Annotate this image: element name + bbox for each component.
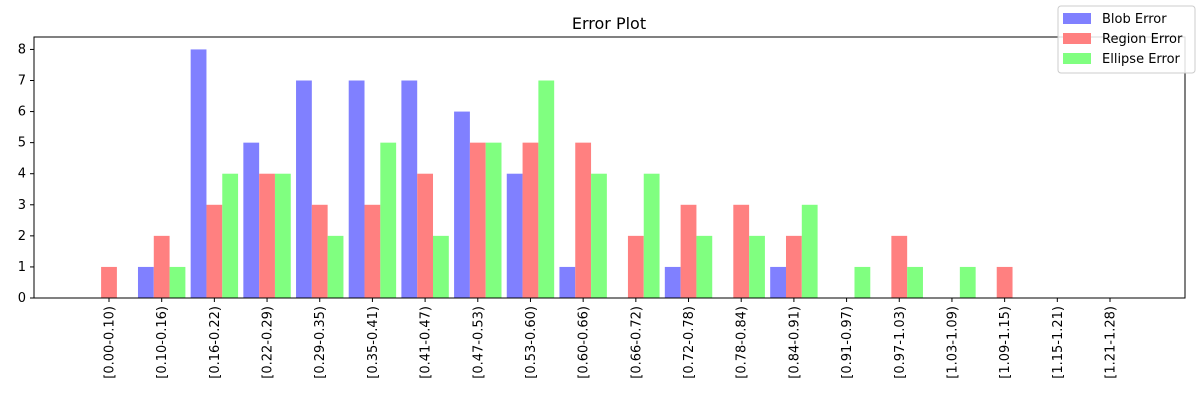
legend-swatch [1063,33,1091,44]
bar-blob-error-2 [190,49,207,298]
bar-region-error-13 [785,235,802,298]
x-tick-label: [0.97-1.03) [893,306,908,379]
x-tick-label: [0.60-0.66) [577,306,592,379]
plot-frame [33,36,1186,299]
y-tick-label: 7 [18,74,26,89]
bar-ellipse-error-8 [538,80,555,298]
bar-ellipse-error-14 [854,266,871,298]
legend-swatch [1063,13,1091,24]
x-tick-label: [0.10-0.16) [155,306,170,379]
bar-ellipse-error-5 [380,142,397,298]
bar-ellipse-error-6 [433,235,449,298]
x-tick-label: [1.15-1.21) [1051,306,1066,379]
bar-ellipse-error-16 [959,266,976,298]
y-tick-label: 8 [18,42,26,57]
bar-blob-error-13 [770,266,786,298]
bar-blob-error-4 [296,80,312,298]
y-tick-label: 1 [18,260,26,275]
x-tick-label: [1.21-1.28) [1104,306,1119,379]
legend-box [1057,5,1196,74]
x-tick-label: [0.72-0.78) [682,306,697,379]
bar-ellipse-error-10 [643,173,660,298]
bar-region-error-0 [101,266,117,298]
bar-region-error-5 [364,204,381,298]
y-axis: 0 1 2 3 4 5 6 7 8 [18,42,34,306]
bar-blob-error-5 [348,80,365,298]
legend-label: Region Error [1102,32,1183,47]
bar-ellipse-error-11 [696,235,713,298]
bar-ellipse-error-4 [327,235,344,298]
x-tick-label: [0.78-0.84) [735,306,750,379]
bar-blob-error-7 [454,111,470,298]
x-tick-label: [0.47-0.53) [471,306,486,379]
x-tick-label: [0.29-0.35) [313,306,328,379]
bar-ellipse-error-2 [222,173,239,298]
y-tick-label: 6 [18,105,26,120]
y-tick-label: 4 [18,167,26,182]
bar-region-error-11 [680,204,697,298]
bar-region-error-1 [153,235,170,298]
y-tick-label: 0 [18,291,26,306]
y-tick-label: 2 [18,229,26,244]
bar-blob-error-8 [506,173,523,298]
x-axis: [0.00-0.10) [0.10-0.16) [0.16-0.22) [0.22-0… [103,298,1119,379]
x-tick-label: [0.84-0.91) [787,306,802,379]
bar-ellipse-error-15 [907,266,923,298]
bar-blob-error-3 [243,142,260,298]
x-tick-label: [1.03-1.09) [945,306,960,379]
bar-ellipse-error-1 [169,266,186,298]
bar-region-error-8 [522,142,539,298]
x-tick-label: [0.16-0.22) [208,306,223,379]
bar-region-error-3 [259,173,275,298]
x-tick-label: [0.35-0.41) [366,306,381,379]
bar-region-error-7 [469,142,486,298]
bars-group [101,49,1013,298]
legend: Blob Error Region Error Ellipse Error [1057,5,1196,74]
bar-blob-error-6 [401,80,418,298]
bar-ellipse-error-12 [749,235,765,298]
bar-region-error-6 [417,173,434,298]
bar-blob-error-1 [137,266,154,298]
x-tick-label: [0.91-0.97) [840,306,855,379]
x-tick-label: [0.53-0.60) [524,306,539,379]
legend-swatch [1063,53,1091,64]
bar-region-error-9 [575,142,592,298]
bar-region-error-12 [733,204,750,298]
bar-ellipse-error-13 [801,204,818,298]
x-tick-label: [0.22-0.29) [261,306,276,379]
bar-ellipse-error-3 [274,173,291,298]
x-tick-label: [0.66-0.72) [629,306,644,379]
bar-region-error-4 [311,204,328,298]
bar-ellipse-error-7 [485,142,502,298]
bar-blob-error-11 [664,266,681,298]
x-tick-label: [0.00-0.10) [103,306,118,379]
bar-blob-error-9 [559,266,576,298]
y-tick-label: 3 [18,198,26,213]
bar-region-error-15 [891,235,908,298]
bar-region-error-10 [627,235,644,298]
x-tick-label: [1.09-1.15) [998,306,1013,379]
bar-region-error-2 [206,204,223,298]
y-tick-label: 5 [18,136,26,151]
bar-ellipse-error-9 [591,173,607,298]
chart-title: Error Plot [572,14,646,33]
legend-label: Blob Error [1102,12,1167,27]
legend-label: Ellipse Error [1102,52,1181,67]
x-tick-label: [0.41-0.47) [419,306,434,379]
bar-region-error-17 [996,266,1013,298]
